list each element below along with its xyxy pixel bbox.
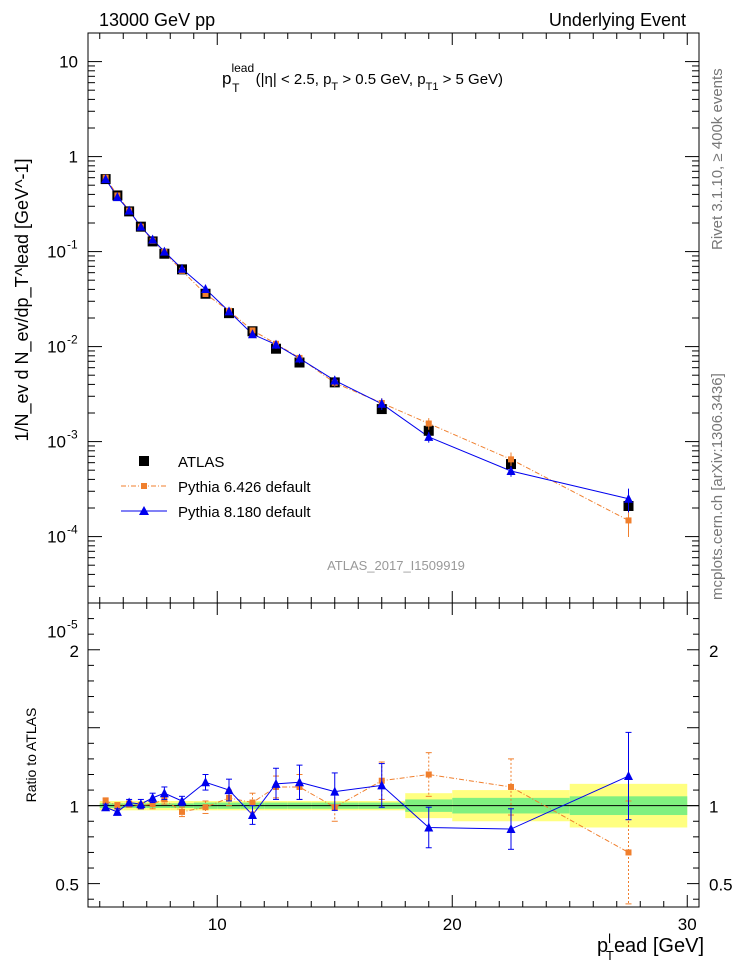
pythia6-ratio-point	[625, 849, 632, 856]
pythia8-ratio-point	[112, 806, 122, 816]
pythia8-ratio-point	[148, 792, 158, 802]
pythia8-ratio-point	[224, 785, 234, 795]
pythia8-point	[148, 234, 158, 244]
legend-label-pythia6: Pythia 6.426 default	[178, 479, 311, 496]
pythia6-point	[508, 456, 514, 463]
pythia8-ratio-point	[124, 797, 134, 807]
y-tick-label: 1	[69, 148, 78, 167]
legend-entry-atlas: ATLAS	[139, 454, 224, 471]
ratio-y-axis-label: Ratio to ATLAS	[23, 708, 39, 803]
analysis-id: ATLAS_2017_I1509919	[327, 558, 465, 573]
pythia6-ratio-point	[508, 783, 514, 790]
pythia8-ratio-point	[330, 786, 340, 796]
pythia6-point	[202, 290, 209, 297]
pythia8-ratio-point	[295, 777, 304, 787]
x-tick-label: 20	[443, 915, 462, 934]
ratio-tick-label: 2	[70, 642, 79, 661]
pythia8-ratio-point	[624, 771, 633, 781]
pythia6-ratio-point	[114, 802, 121, 809]
ratio-panel-frame	[87, 602, 700, 908]
pythia8-point	[271, 339, 281, 349]
y-tick-exponent: -5	[67, 618, 78, 632]
pythia8-point	[177, 263, 187, 273]
ratio-tick-label-right: 1	[709, 798, 718, 817]
pythia8-point	[248, 329, 257, 339]
y-tick-label: 10	[47, 243, 66, 262]
legend-marker-pythia6	[141, 483, 147, 489]
y-tick-exponent: -1	[67, 238, 78, 252]
pythia8-point	[330, 375, 340, 385]
legend: ATLAS Pythia 6.426 default Pythia 8.180 …	[121, 454, 311, 521]
pythia8-point	[124, 205, 134, 215]
y-tick-label: 10	[59, 53, 78, 72]
pythia8-point	[295, 353, 304, 363]
pythia6-ratio-point	[102, 797, 109, 804]
pythia8-point	[377, 398, 387, 408]
pythia8-ratio-point	[506, 824, 516, 834]
pythia8-point	[101, 174, 111, 184]
pythia8-point	[624, 493, 633, 503]
x-axis-label: pl Tead [GeV]	[597, 931, 704, 963]
mcplots-label: mcplots.cern.ch [arXiv:1306.3436]	[709, 373, 726, 600]
ratio-tick-label: 0.5	[55, 876, 79, 895]
legend-entry-pythia6: Pythia 6.426 default	[121, 479, 311, 496]
y-tick-label: 10	[47, 338, 66, 357]
x-tick-label: 10	[208, 915, 227, 934]
pythia6-point	[425, 420, 432, 427]
pythia6-ratio-point	[202, 804, 209, 811]
y-axis-label: 1/N_ev d N_ev/dp_T^lead [GeV^-1]	[12, 158, 33, 441]
y-tick-exponent: -4	[67, 523, 78, 537]
pythia8-point	[201, 283, 210, 293]
pythia8-ratio-point	[101, 802, 111, 812]
chart-title: plead T (|η| < 2.5, pT > 0.5 GeV, pT1 > 5…	[222, 61, 503, 95]
pythia8-ratio-point	[201, 777, 210, 787]
legend-label-pythia8: Pythia 8.180 default	[178, 504, 311, 521]
y-tick-exponent: -2	[67, 333, 78, 347]
rivet-label: Rivet 3.1.10, ≥ 400k events	[709, 68, 726, 250]
ratio-tick-label: 1	[70, 798, 79, 817]
pythia6-point	[625, 517, 632, 524]
legend-marker-atlas	[139, 456, 149, 466]
legend-entry-pythia8: Pythia 8.180 default	[121, 504, 311, 521]
pythia8-ratio-point	[377, 780, 387, 790]
pythia6-ratio-point	[249, 799, 256, 806]
pythia8-line	[105, 178, 629, 500]
y-tick-label: 10	[47, 433, 66, 452]
y-tick-label: 10	[47, 528, 66, 547]
legend-marker-pythia8	[139, 506, 149, 515]
pythia8-ratio-point	[136, 799, 146, 809]
pythia8-ratio-point	[159, 788, 169, 798]
header-left: 13000 GeV pp	[99, 10, 215, 30]
pythia8-point	[424, 431, 434, 441]
pythia8-point	[506, 466, 516, 476]
ratio-tick-label-right: 2	[709, 642, 718, 661]
pythia8-ratio-point	[271, 778, 281, 788]
pythia8-ratio-point	[177, 795, 187, 805]
series-layer	[100, 174, 634, 905]
pythia8-point	[136, 221, 146, 231]
legend-label-atlas: ATLAS	[178, 454, 224, 471]
pythia6-ratio-point	[425, 771, 432, 778]
pythia8-ratio-point	[424, 822, 434, 832]
ratio-tick-label-right: 0.5	[709, 876, 733, 895]
y-tick-label: 10	[47, 623, 66, 642]
header-right: Underlying Event	[549, 10, 686, 30]
atlas-point	[423, 425, 434, 436]
pythia8-ratio-point	[248, 810, 257, 820]
pythia6-ratio-point	[179, 808, 185, 815]
pythia8-point	[224, 306, 234, 316]
x-tick-label: 30	[678, 915, 697, 934]
pythia6-ratio-point	[149, 801, 156, 808]
y-tick-exponent: -3	[67, 428, 78, 442]
pythia8-point	[112, 192, 122, 202]
pythia8-point	[159, 246, 169, 256]
